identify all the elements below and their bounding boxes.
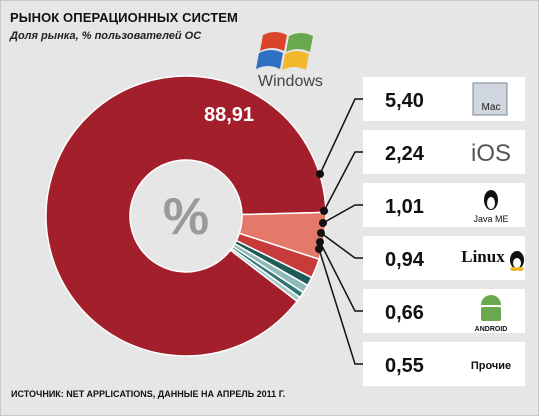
- leader-dot: [316, 238, 324, 246]
- legend-value: 0,55: [385, 355, 424, 377]
- leader-line: [319, 98, 363, 175]
- tux-belly: [487, 197, 495, 209]
- leader-dot: [317, 229, 325, 237]
- legend-box-bg: [363, 236, 525, 280]
- java-me-logo-text: Java ME: [473, 214, 508, 224]
- legend-box-bg: [363, 130, 525, 174]
- donut-slice-прочие: [229, 247, 302, 303]
- leader-line: [322, 204, 363, 224]
- legend-box-bg: [363, 183, 525, 227]
- mac-logo-text: Mac: [482, 102, 501, 113]
- center-percent-symbol: %: [163, 188, 209, 246]
- ios-logo-text: iOS: [471, 140, 511, 167]
- legend-box-bg: [363, 342, 525, 386]
- legend-value: 0,94: [385, 249, 425, 271]
- leader-dot: [319, 219, 327, 227]
- leader-line: [320, 232, 363, 259]
- donut-slices: 88,91: [45, 75, 327, 357]
- donut-slice-windows: [45, 75, 327, 357]
- legend-boxes: 5,40 Mac 2,24 iOS 1,01 Java ME 0,94 Linux 0,66 AN…: [363, 77, 525, 386]
- legend-box-2: 2,24 iOS: [363, 130, 525, 174]
- legend-box-4: 0,94 Linux: [363, 236, 525, 280]
- android-robot-icon: [481, 295, 501, 305]
- source-note: ИСТОЧНИК: NET APPLICATIONS, ДАННЫЕ НА АП…: [11, 389, 286, 399]
- chart-title: РЫНОК ОПЕРАЦИОННЫХ СИСТЕМ: [10, 10, 238, 25]
- windows-value-label: 88,91: [204, 104, 254, 126]
- android-robot-body: [481, 307, 501, 321]
- legend-value: 5,40: [385, 90, 424, 112]
- leader-line: [323, 151, 363, 212]
- legend-value: 2,24: [385, 143, 425, 165]
- legend-value: 1,01: [385, 196, 424, 218]
- leader-line: [318, 248, 363, 365]
- legend-box-6: 0,55 Прочие: [363, 342, 525, 386]
- leader-line: [319, 241, 363, 312]
- linux-tux-foot-left: [510, 267, 518, 271]
- windows-logo-text: Windows: [258, 73, 323, 90]
- leader-lines: [315, 98, 363, 365]
- linux-tux-foot-right: [516, 267, 524, 271]
- mac-finder-icon: [472, 82, 508, 116]
- legend-value: 0,66: [385, 302, 424, 324]
- linux-tux-belly: [513, 258, 521, 268]
- android-logo-text: ANDROID: [475, 326, 508, 333]
- legend-box-3: 1,01 Java ME: [363, 183, 525, 227]
- legend-box-1: 5,40 Mac: [363, 77, 525, 121]
- leader-dot: [315, 245, 323, 253]
- leader-dot: [316, 170, 324, 178]
- windows-logo-icon: [256, 32, 313, 70]
- linux-logo-text: Linux: [461, 247, 505, 266]
- chart-subtitle: Доля рынка, % пользователей ОС: [10, 30, 202, 42]
- leader-dot: [320, 207, 328, 215]
- legend-box-5: 0,66 ANDROID: [363, 289, 525, 333]
- other-label-text: Прочие: [471, 360, 511, 372]
